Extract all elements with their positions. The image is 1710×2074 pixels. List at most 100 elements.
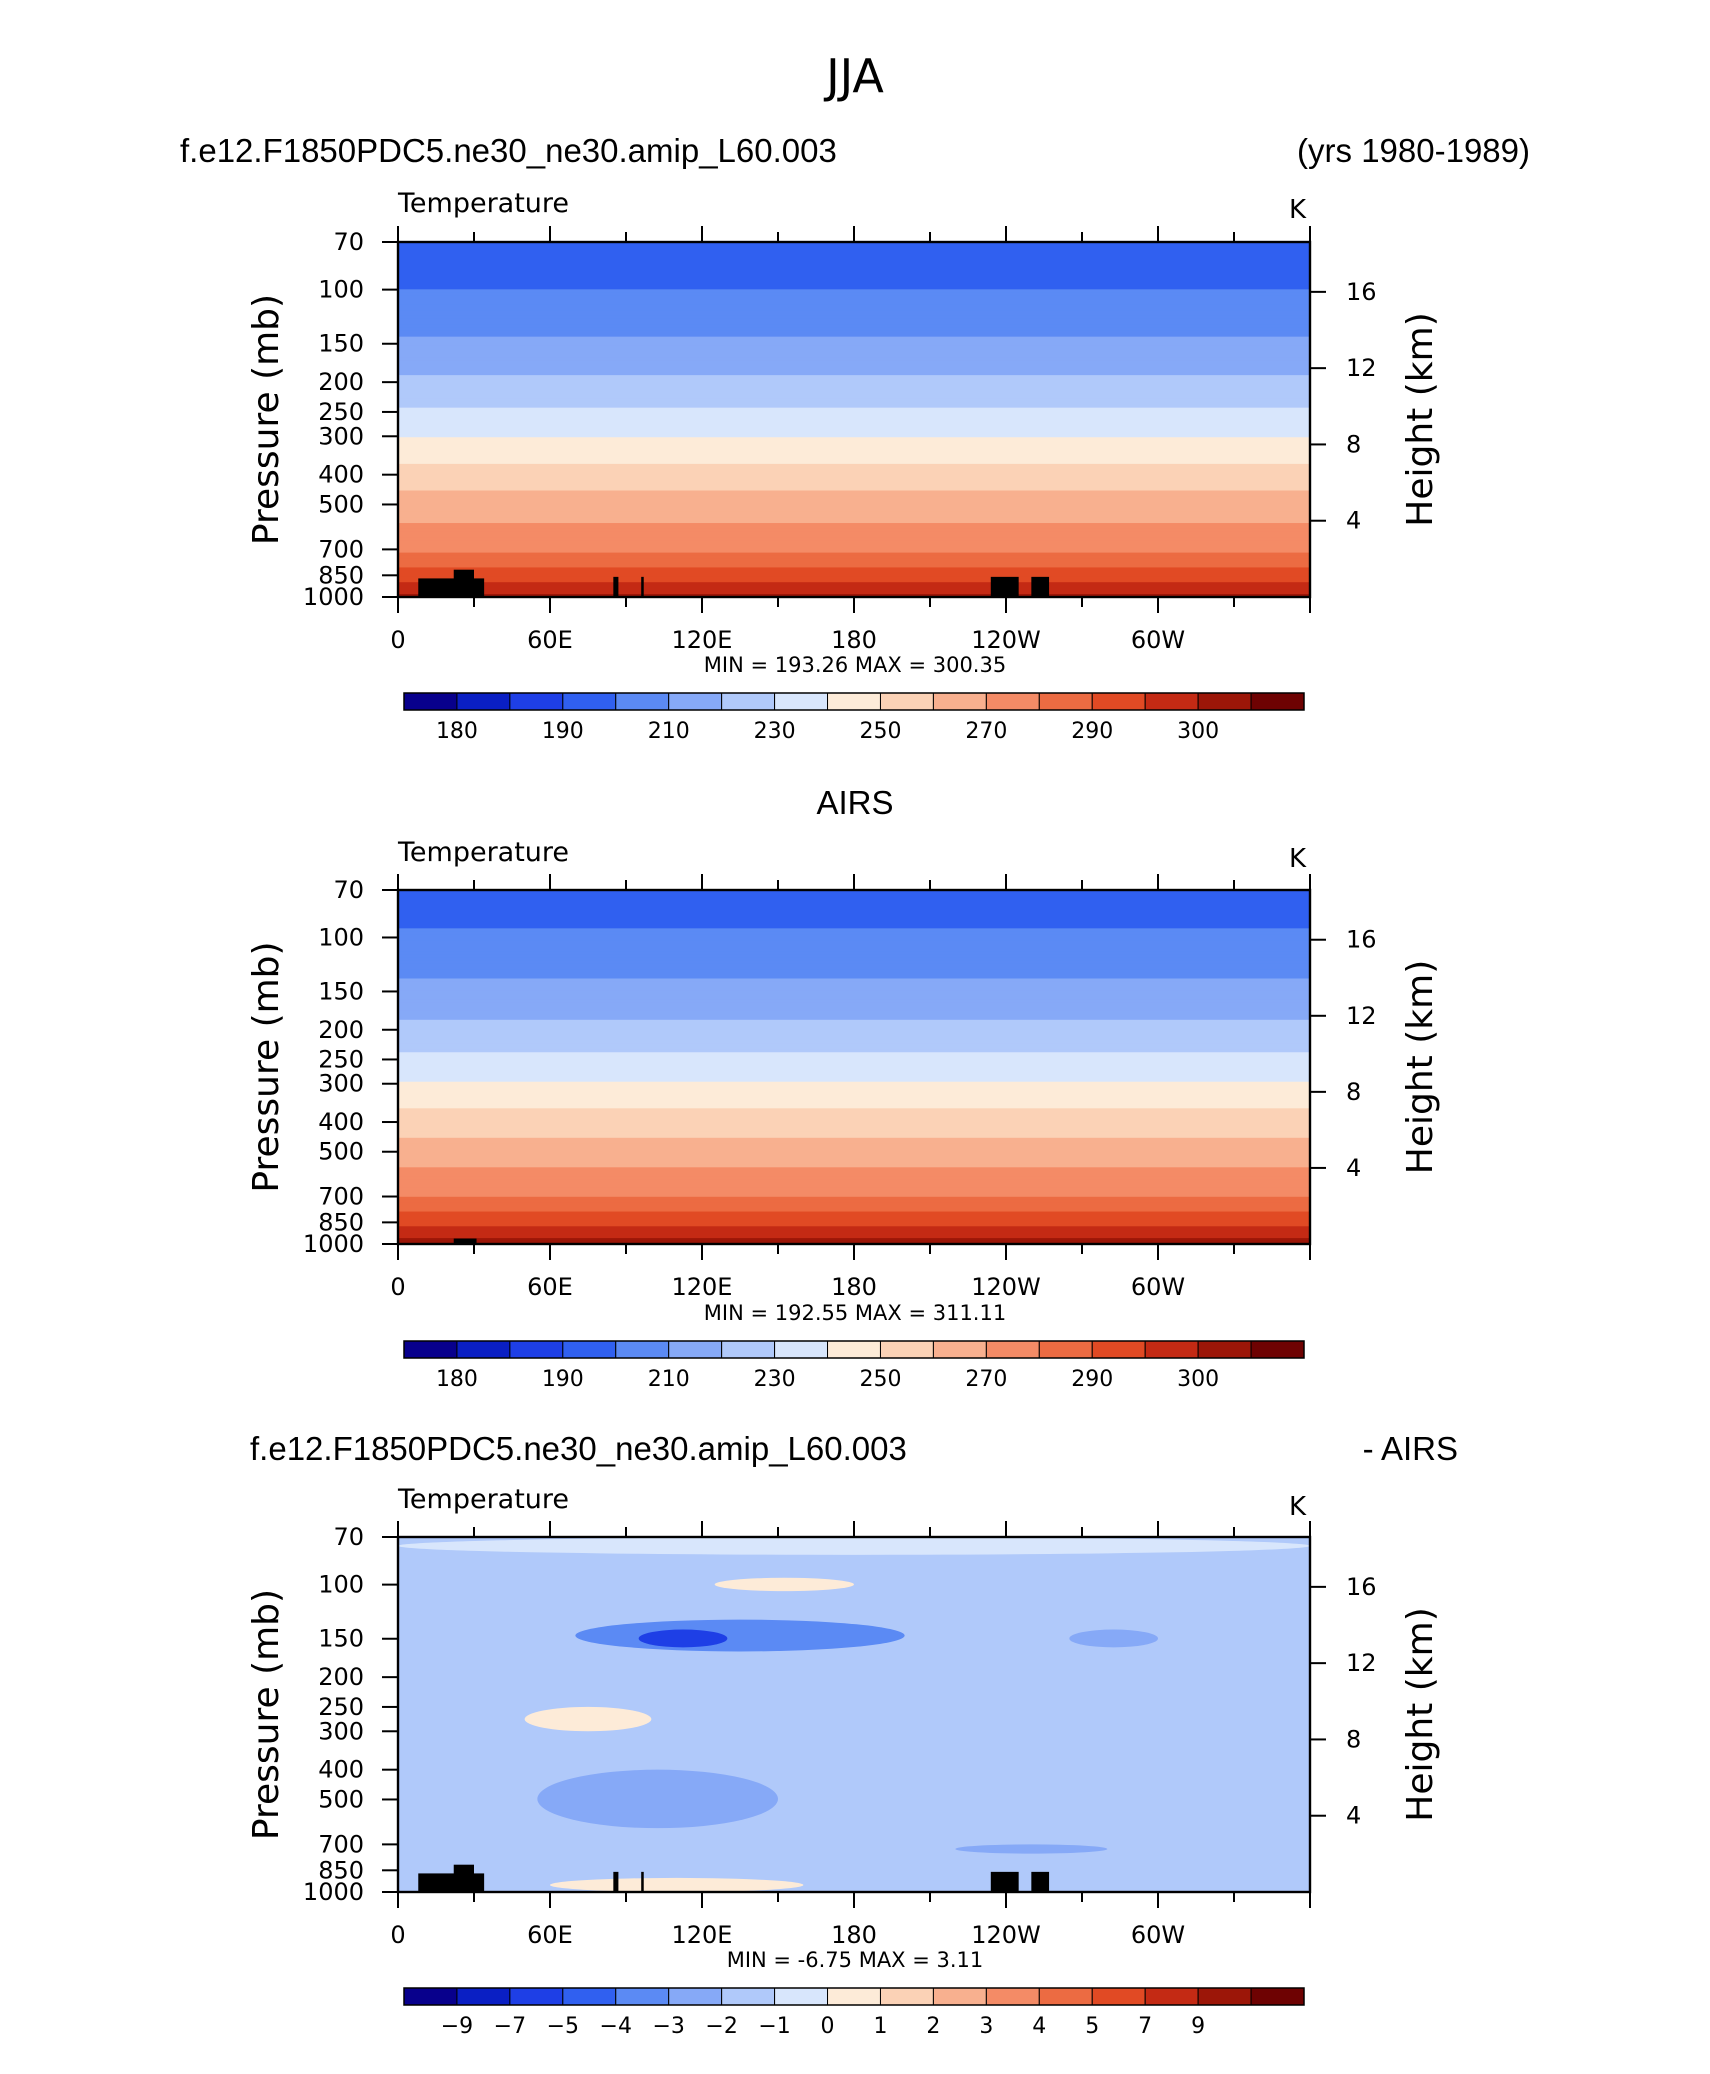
contour-band: [398, 1061, 1310, 1065]
colorbar-swatch: [562, 1987, 617, 2006]
contour-band: [398, 502, 1310, 506]
colorbar: 180 190 210 230 250 270 290 300: [403, 1340, 1305, 1392]
contour-band: [398, 487, 1310, 492]
colorbar-label: 230: [754, 1367, 796, 1392]
colorbar-label: 250: [859, 719, 901, 744]
colorbar-swatch: [509, 1987, 564, 2006]
x-tick-label: 0: [390, 626, 405, 654]
panel-3-variable-label: Temperature: [397, 1484, 569, 1515]
colorbar-swatch: [509, 692, 564, 711]
y2-tick-label: 16: [1346, 1573, 1377, 1601]
colorbar-label: 290: [1071, 1367, 1113, 1392]
panel-2-units-label: K: [1289, 844, 1307, 874]
y-tick-label: 850: [318, 1208, 364, 1236]
colorbar-swatch: [1038, 692, 1093, 711]
colorbar-swatch: [1091, 692, 1146, 711]
contour-band: [398, 1105, 1310, 1109]
contour-feature: [398, 1537, 1310, 1555]
contour-band: [398, 1037, 1310, 1042]
colorbar: −9 −7 −5 −4 −3 −2 −1 0 1 2 3 4 5 7 9: [403, 1987, 1305, 2039]
y-axis-label: Pressure (mb): [246, 941, 287, 1192]
panel-1-header-right: (yrs 1980-1989): [1297, 132, 1530, 169]
y2-tick-label: 16: [1346, 926, 1377, 954]
contour-band: [398, 540, 1310, 545]
contour-band: [398, 1214, 1310, 1219]
colorbar-label: 2: [926, 2014, 940, 2039]
y2-axis-label: Height (km): [1400, 960, 1441, 1174]
x-tick-label: 120W: [971, 1273, 1041, 1301]
y-tick-label: 250: [318, 398, 364, 426]
contour-band: [398, 505, 1310, 509]
contour-band: [398, 499, 1310, 503]
contour-band: [398, 472, 1310, 477]
contour-band: [398, 1075, 1310, 1080]
contour-band: [398, 910, 1310, 915]
contour-band: [398, 895, 1310, 900]
contour-band: [398, 381, 1310, 385]
colorbar-swatch: [668, 1987, 723, 2006]
contour-band: [398, 940, 1310, 944]
contour-band: [398, 984, 1310, 988]
contour-band: [398, 1149, 1310, 1154]
contour-band: [398, 943, 1310, 947]
contour-band: [398, 1140, 1310, 1145]
y-axis-label: Pressure (mb): [246, 1589, 287, 1840]
contour-band: [398, 372, 1310, 376]
contour-band: [398, 1208, 1310, 1213]
contour-band: [398, 416, 1310, 421]
contour-band: [398, 934, 1310, 938]
y-tick-label: 700: [318, 1183, 364, 1211]
contour-band: [398, 1217, 1310, 1221]
contour-band: [398, 922, 1310, 926]
contour-band: [398, 375, 1310, 379]
topography-block: [1031, 576, 1050, 597]
contour-band: [398, 1161, 1310, 1165]
contour-band: [398, 366, 1310, 370]
topography-block: [453, 1864, 474, 1892]
colorbar-swatch: [668, 692, 723, 711]
contour-band: [398, 1102, 1310, 1106]
contour-band: [398, 1025, 1310, 1030]
contour-band: [398, 1072, 1310, 1077]
x-tick-label: 120E: [672, 626, 733, 654]
contour-band: [398, 283, 1310, 287]
colorbar-label: 290: [1071, 719, 1113, 744]
y-axis-label: Pressure (mb): [246, 294, 287, 545]
contour-band: [398, 552, 1310, 557]
panel-3-stats: MIN = -6.75 MAX = 3.11: [727, 1948, 984, 1972]
y-tick-label: 250: [318, 1693, 364, 1721]
colorbar-label: 7: [1138, 2014, 1152, 2039]
y2-tick-label: 12: [1346, 1002, 1377, 1030]
colorbar-label: 210: [648, 719, 690, 744]
contour-band: [398, 478, 1310, 483]
contour-band: [398, 455, 1310, 459]
contour-band: [398, 546, 1310, 551]
x-tick-label: 180: [831, 1273, 877, 1301]
y-tick-label: 500: [318, 490, 364, 518]
contour-band: [398, 318, 1310, 323]
panel-3-plot: 0 60E 120E 180 120W 60W7010015020025030040050…: [246, 1521, 1441, 2039]
y-tick-label: 850: [318, 561, 364, 589]
contour-band: [398, 449, 1310, 453]
contour-band: [398, 247, 1310, 252]
contour-band: [398, 422, 1310, 427]
contour-band: [398, 313, 1310, 317]
contour-band: [398, 996, 1310, 1000]
y-tick-label: 500: [318, 1785, 364, 1813]
contour-band: [398, 993, 1310, 997]
contour-band: [398, 511, 1310, 515]
contour-band: [398, 1155, 1310, 1160]
x-tick-label: 180: [831, 1921, 877, 1949]
contour-band: [398, 1176, 1310, 1180]
colorbar-swatch: [1250, 692, 1305, 711]
y-tick-label: 70: [333, 1523, 364, 1551]
contour-band: [398, 1067, 1310, 1071]
x-tick-label: 60W: [1131, 626, 1185, 654]
colorbar-swatch: [932, 1340, 987, 1359]
contour-band: [398, 1108, 1310, 1112]
topography-block: [1031, 1871, 1050, 1892]
contour-band: [398, 1223, 1310, 1227]
contour-band: [398, 901, 1310, 906]
panel-1-units-label: K: [1289, 195, 1307, 225]
